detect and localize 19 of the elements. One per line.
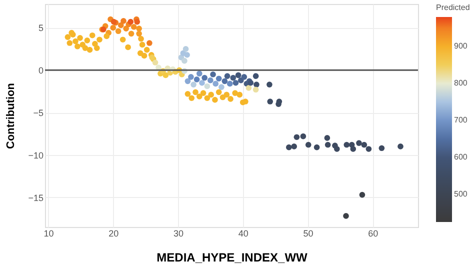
color-bar-label: 700 xyxy=(454,115,468,124)
legend-title: Predicted xyxy=(436,3,470,12)
y-tick-label: −5 xyxy=(33,108,44,118)
x-tick-label: 40 xyxy=(238,228,248,238)
x-axis-title: MEDIA_HYPE_INDEX_WW xyxy=(156,250,308,264)
color-bar-label: 900 xyxy=(454,42,468,51)
x-tick-label: 30 xyxy=(173,228,184,238)
y-axis-title: Contribution xyxy=(5,82,18,149)
color-bar-label: 500 xyxy=(454,189,468,198)
y-tick-label: −15 xyxy=(28,192,44,203)
x-tick-label: 10 xyxy=(44,228,54,238)
color-bar-label: 600 xyxy=(454,152,468,162)
y-tick-label: 0 xyxy=(38,66,44,76)
x-tick-label: 20 xyxy=(108,228,119,238)
x-tick-label: 60 xyxy=(368,228,378,238)
y-tick-label: −10 xyxy=(28,150,44,160)
y-tick-label: 5 xyxy=(38,23,44,34)
x-tick-label: 50 xyxy=(303,228,314,238)
color-bar-label: 800 xyxy=(454,78,468,88)
